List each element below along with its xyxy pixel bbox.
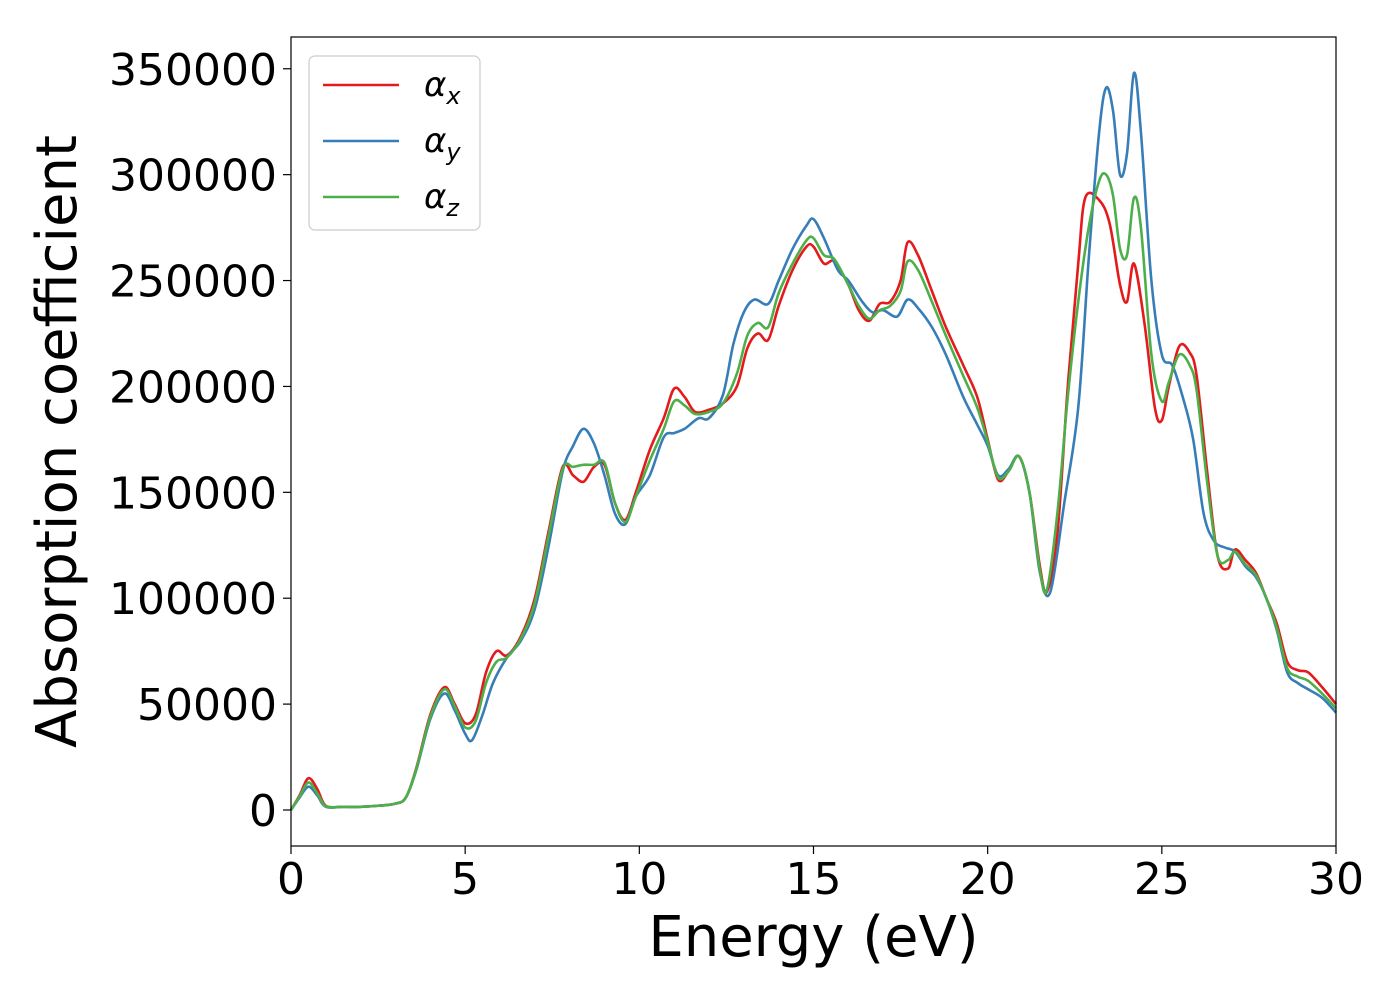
y-tick-label: 200000 bbox=[109, 362, 277, 413]
series-line-z bbox=[289, 171, 1337, 811]
legend-box bbox=[308, 55, 481, 231]
x-tick-label: 30 bbox=[1308, 854, 1364, 905]
series-line-y bbox=[289, 71, 1337, 811]
x-tick-label: 25 bbox=[1134, 854, 1190, 905]
y-axis-label: Absorption coefficient bbox=[25, 135, 90, 748]
y-tick-label: 100000 bbox=[109, 574, 277, 625]
x-tick-label: 20 bbox=[960, 854, 1016, 905]
y-tick-label: 50000 bbox=[137, 680, 277, 731]
legend-label-x: αx bbox=[424, 65, 461, 110]
x-tick-label: 15 bbox=[786, 854, 842, 905]
y-tick-label: 300000 bbox=[109, 151, 277, 202]
y-tick-label: 150000 bbox=[109, 468, 277, 519]
axis-ticks: 0 5 10 15 20 25 30 0 50000 100000 150000 200000 2500… bbox=[109, 45, 1364, 905]
legend: αx αy αz bbox=[308, 55, 481, 231]
legend-label-z: αz bbox=[424, 177, 460, 222]
y-tick-label: 350000 bbox=[109, 45, 277, 96]
x-tick-label: 0 bbox=[277, 854, 305, 905]
x-tick-label: 10 bbox=[611, 854, 667, 905]
x-tick-label: 5 bbox=[451, 854, 479, 905]
y-tick-label: 250000 bbox=[109, 257, 277, 308]
x-axis-label: Energy (eV) bbox=[648, 905, 978, 970]
series-lines bbox=[289, 71, 1338, 811]
y-tick-label: 0 bbox=[249, 786, 277, 837]
legend-label-y: αy bbox=[424, 121, 461, 166]
